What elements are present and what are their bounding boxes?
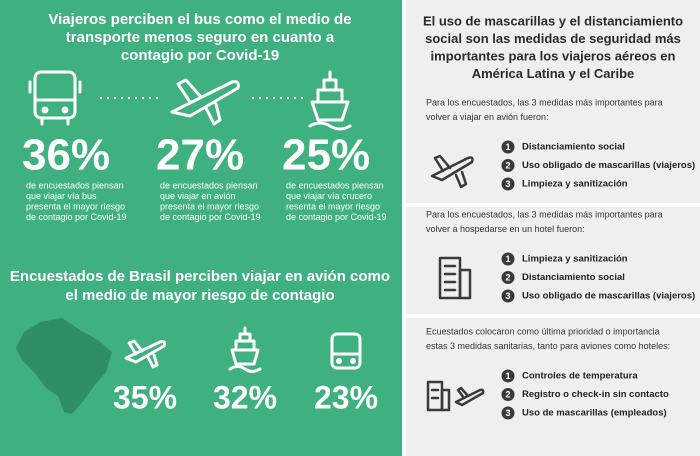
title: importantes para los viajeros aéreos en — [431, 48, 676, 63]
item-label: Uso obligado de mascarillas (viajeros) — [522, 291, 695, 302]
item-label: Limpieza y sanitización — [522, 254, 628, 265]
stat-value: 35% — [113, 379, 177, 415]
rank-number: 3 — [505, 179, 510, 189]
item-label: Controles de temperatura — [522, 371, 638, 382]
stat-value: 36% — [22, 131, 110, 180]
bus-icon — [28, 70, 82, 126]
intro-text: estas 3 medidas sanitarias, tanto para a… — [426, 341, 670, 351]
plane-icon — [430, 154, 474, 189]
rank-circle — [501, 406, 515, 420]
subtitle: Encuestados de Brasil perciben viajar en… — [10, 268, 390, 285]
title: transporte menos seguro en cuanto a — [66, 29, 335, 46]
stat-text: de contagio por Covid-19 — [286, 212, 387, 222]
rank-number: 1 — [505, 254, 510, 264]
intro-text: Para los encuestados, las 3 medidas más … — [426, 97, 663, 107]
separator — [406, 314, 700, 318]
stat-text: de encuestados piensan — [26, 180, 124, 190]
stat-text: presenta el mayor riesgo — [160, 201, 259, 211]
stat-text: que viajar vía bus — [26, 191, 97, 201]
stat-text: que viajar vía crucero — [286, 191, 372, 201]
rank-circle — [501, 140, 515, 154]
rank-number: 1 — [505, 142, 510, 152]
item-label: Registro o check-in sin contacto — [522, 389, 669, 400]
stat-text: que viajar en avión — [160, 191, 236, 201]
plane-icon — [124, 339, 166, 369]
stat-text: resenta el mayor riesgo — [286, 201, 380, 211]
rank-number: 1 — [505, 371, 510, 381]
stat-text: presenta el mayor riesgo — [26, 201, 125, 211]
rank-circle — [501, 252, 515, 266]
stat-value: 32% — [213, 379, 277, 415]
stat-value: 27% — [156, 131, 244, 180]
title: América Latina y el Caribe — [472, 66, 635, 81]
bus-icon — [330, 332, 362, 370]
rank-number: 3 — [505, 291, 510, 301]
title: Viajeros perciben el bus como el medio d… — [48, 11, 351, 28]
rank-circle — [501, 388, 515, 401]
ship-icon — [308, 70, 352, 131]
rank-circle — [501, 177, 515, 191]
plane-icon — [170, 78, 240, 126]
brazil-map — [16, 318, 112, 414]
item-label: Limpieza y sanitización — [522, 179, 628, 190]
stat-text: de encuestados piensan — [286, 180, 384, 190]
rank-number: 2 — [505, 389, 510, 399]
item-label: Distanciamiento social — [522, 272, 625, 283]
rank-number: 2 — [505, 160, 510, 170]
item-label: Uso de mascarillas (empleados) — [522, 408, 667, 419]
stat-value: 23% — [314, 379, 378, 415]
title: contagio por Covid-19 — [121, 47, 279, 64]
stat-text: de contagio por Covid-19 — [160, 212, 261, 222]
rank-circle — [501, 289, 515, 303]
separator — [406, 203, 700, 207]
title: social son las medidas de seguridad más — [425, 31, 681, 46]
subtitle: el medio de mayor riesgo de contagio — [65, 287, 334, 304]
rank-circle — [501, 271, 515, 284]
rank-circle — [501, 369, 515, 383]
stat-text: de encuestados piensan — [160, 180, 258, 190]
intro-text: Ecuestados colocaron como última priorid… — [426, 326, 660, 336]
item-label: Uso obligado de mascarillas (viajeros) — [522, 160, 695, 171]
right-panel — [406, 0, 700, 456]
title: El uso de mascarillas y el distanciamien… — [423, 13, 683, 28]
stat-value: 25% — [282, 131, 370, 180]
item-label: Distanciamiento social — [522, 142, 625, 153]
building-plane-icon — [426, 380, 485, 412]
intro-text: volver a hospedarse en un hotel fueron: — [426, 224, 585, 234]
rank-number: 2 — [505, 272, 510, 282]
intro-text: Para los encuestados, las 3 medidas más … — [426, 209, 663, 219]
stat-text: de contagio por Covid-19 — [26, 212, 127, 222]
intro-text: volver a viajar en avión fueron: — [426, 112, 549, 122]
rank-number: 3 — [505, 408, 510, 418]
ship-icon — [228, 326, 262, 373]
building-icon — [438, 256, 472, 300]
rank-circle — [501, 159, 515, 172]
